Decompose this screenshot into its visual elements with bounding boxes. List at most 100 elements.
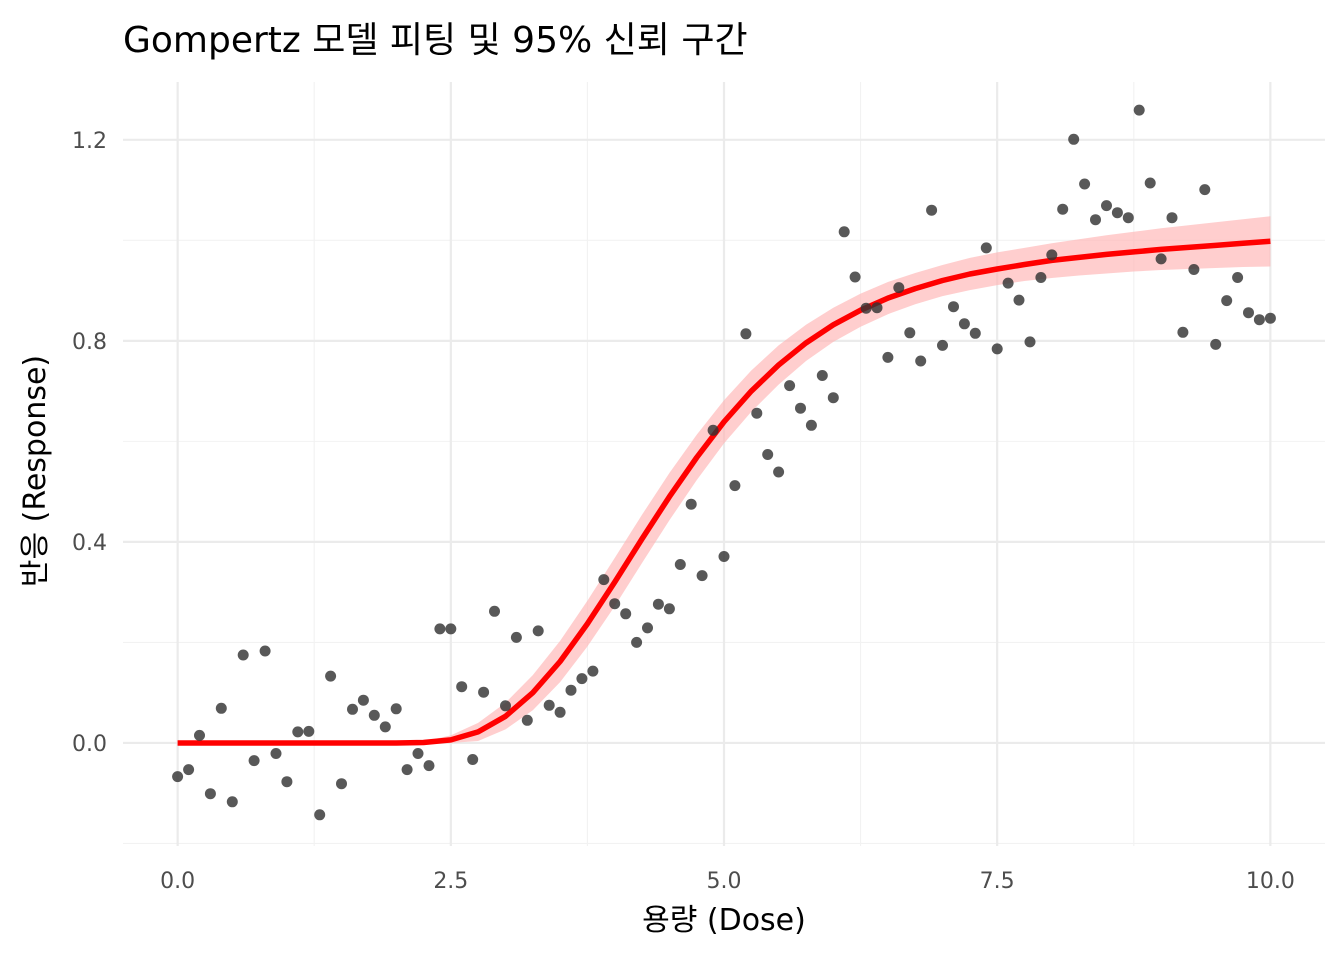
- data-point: [1177, 326, 1189, 338]
- data-point: [1068, 133, 1080, 145]
- data-point: [620, 608, 632, 620]
- data-point: [434, 623, 446, 635]
- data-point: [1013, 294, 1025, 306]
- data-point: [172, 771, 184, 783]
- data-point: [226, 796, 238, 808]
- data-point: [937, 339, 948, 351]
- data-point: [904, 327, 916, 339]
- y-axis-title: 반응 (Response): [18, 355, 53, 587]
- data-point: [838, 226, 850, 238]
- data-point: [696, 570, 708, 582]
- data-point: [1122, 212, 1134, 224]
- data-point: [379, 721, 391, 733]
- data-point: [827, 392, 839, 404]
- fitted-curve: [177, 238, 1271, 746]
- data-point: [489, 605, 500, 617]
- data-point: [292, 726, 304, 738]
- data-point: [1188, 264, 1200, 275]
- data-point: [1111, 207, 1123, 219]
- data-point: [500, 700, 511, 712]
- data-point: [390, 703, 402, 715]
- chart-title: Gompertz 모델 피팅 및 95% 신뢰 구간: [123, 20, 748, 61]
- data-point: [1210, 338, 1222, 350]
- data-point: [237, 649, 249, 661]
- data-point: [1024, 336, 1036, 348]
- data-point: [215, 702, 227, 714]
- y-tick-label: 0.4: [72, 531, 107, 556]
- data-point: [423, 760, 435, 772]
- data-point: [576, 673, 588, 685]
- data-point: [980, 242, 992, 254]
- y-tick-label: 0.0: [72, 732, 107, 757]
- data-point: [948, 301, 959, 313]
- x-tick-label: 7.5: [980, 869, 1015, 894]
- y-tick-label: 0.8: [72, 330, 107, 355]
- data-point: [795, 402, 806, 414]
- data-point: [456, 681, 468, 693]
- tick-labels-layer: 0.0 2.5 5.0 7.5 10.0 0.0 0.4 0.8 1.2: [72, 129, 1295, 894]
- data-point: [521, 714, 533, 726]
- data-point: [532, 625, 544, 637]
- data-point: [554, 706, 566, 718]
- data-point: [685, 498, 697, 510]
- data-point: [718, 551, 730, 562]
- x-tick-label: 2.5: [433, 869, 468, 894]
- data-point: [1090, 214, 1101, 226]
- x-axis-title: 용량 (Dose): [642, 903, 806, 938]
- data-point: [270, 748, 282, 759]
- data-point: [194, 729, 205, 741]
- data-point: [893, 282, 905, 294]
- data-point: [915, 355, 927, 367]
- data-point: [598, 574, 610, 586]
- data-point: [674, 559, 686, 570]
- confidence-band-layer: [177, 216, 1271, 743]
- data-point: [652, 598, 664, 610]
- data-point: [926, 204, 938, 216]
- data-point: [871, 302, 883, 314]
- data-point: [882, 351, 894, 363]
- data-point: [740, 328, 752, 340]
- data-point: [1035, 272, 1047, 283]
- data-point: [609, 598, 621, 610]
- data-point: [259, 645, 271, 657]
- data-point: [773, 466, 785, 478]
- data-point: [325, 670, 337, 682]
- data-point: [969, 327, 981, 339]
- data-point: [204, 788, 216, 800]
- data-point: [1253, 314, 1265, 326]
- data-point: [401, 764, 413, 776]
- data-point: [510, 631, 522, 643]
- data-point: [1057, 203, 1069, 215]
- x-tick-label: 5.0: [707, 869, 742, 894]
- data-point: [1232, 272, 1244, 283]
- data-point: [347, 703, 358, 715]
- data-point: [1199, 184, 1211, 196]
- data-point: [958, 318, 970, 330]
- data-point: [336, 778, 347, 790]
- data-point: [816, 370, 828, 381]
- data-point: [1264, 312, 1276, 324]
- data-point: [1133, 104, 1145, 116]
- data-point: [248, 755, 260, 767]
- data-point: [642, 622, 653, 634]
- data-point: [368, 709, 380, 721]
- data-point: [1144, 177, 1156, 189]
- data-point: [478, 686, 490, 698]
- data-point: [445, 623, 457, 635]
- data-point: [762, 449, 774, 460]
- data-point: [729, 480, 741, 492]
- x-tick-label: 0.0: [160, 869, 195, 894]
- data-point: [849, 271, 861, 283]
- data-point: [784, 380, 796, 392]
- confidence-band: [177, 216, 1271, 743]
- data-point: [467, 754, 479, 765]
- data-point: [1243, 307, 1254, 319]
- x-tick-label: 10.0: [1246, 869, 1295, 894]
- data-point: [1079, 178, 1091, 190]
- data-point: [303, 725, 315, 737]
- data-point: [1101, 200, 1112, 212]
- data-point: [663, 603, 675, 615]
- data-point: [991, 343, 1003, 355]
- data-point: [707, 424, 719, 436]
